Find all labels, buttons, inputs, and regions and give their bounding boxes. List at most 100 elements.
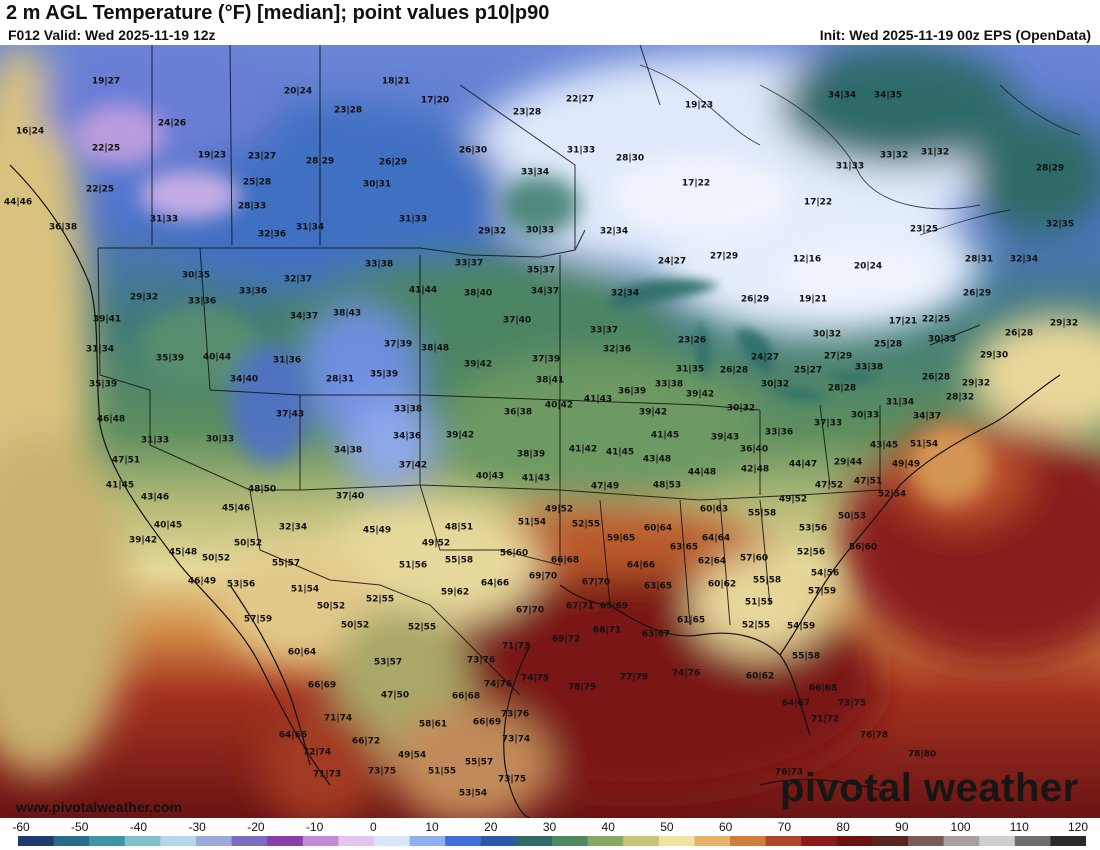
point-value: 28|30 [615, 153, 645, 164]
colorbar-segment [53, 836, 90, 846]
point-value: 32|35 [1045, 219, 1075, 230]
point-value: 33|36 [187, 296, 217, 307]
colorbar-tick-label: 0 [369, 820, 377, 834]
point-value: 24|27 [750, 352, 780, 363]
point-value: 23|28 [512, 107, 542, 118]
point-value: 23|25 [909, 224, 939, 235]
colorbar-tick-label: 70 [777, 820, 792, 834]
colorbar-tick-label: 120 [1067, 820, 1089, 834]
point-value: 63|65 [643, 581, 673, 592]
point-value: 46|48 [96, 414, 126, 425]
colorbar-segment [18, 836, 55, 846]
point-value: 67|70 [515, 605, 545, 616]
point-value: 49|52 [544, 504, 574, 515]
colorbar-segment [979, 836, 1016, 846]
chart-title: 2 m AGL Temperature (°F) [median]; point… [6, 2, 550, 24]
point-value: 71|72 [810, 714, 840, 725]
point-value: 57|60 [739, 553, 769, 564]
point-value: 40|45 [153, 520, 183, 531]
point-value: 34|40 [229, 374, 259, 385]
point-value: 44|46 [3, 197, 33, 208]
colorbar-segment [658, 836, 695, 846]
point-value: 26|29 [962, 288, 992, 299]
point-value: 29|44 [833, 457, 863, 468]
colorbar-segment [943, 836, 980, 846]
point-value: 52|55 [571, 519, 601, 530]
point-value: 49|52 [778, 494, 808, 505]
point-value: 33|34 [520, 167, 550, 178]
point-value: 53|56 [798, 523, 828, 534]
point-value: 78|80 [907, 749, 937, 760]
colorbar-tick-label: 110 [1009, 820, 1029, 834]
point-value: 37|33 [813, 418, 843, 429]
point-value: 23|27 [247, 151, 277, 162]
colorbar-tick-label: -30 [188, 820, 206, 834]
point-value: 26|28 [921, 372, 951, 383]
point-value: 23|26 [677, 335, 707, 346]
point-value: 26|29 [378, 157, 408, 168]
point-value: 26|28 [1004, 328, 1034, 339]
point-value: 74|76 [671, 668, 701, 679]
point-value: 29|32 [961, 378, 991, 389]
point-value: 48|53 [652, 480, 682, 491]
point-value: 53|57 [373, 657, 403, 668]
point-value: 37|40 [335, 491, 365, 502]
point-value: 30|32 [812, 329, 842, 340]
point-value: 59|62 [440, 587, 470, 598]
point-value: 28|29 [305, 156, 335, 167]
point-value: 30|32 [760, 379, 790, 390]
point-value: 47|49 [590, 481, 620, 492]
point-value: 51|54 [290, 584, 320, 595]
point-value: 62|64 [697, 556, 727, 567]
point-value: 51|55 [427, 766, 457, 777]
point-value: 25|27 [793, 365, 823, 376]
init-time: Init: Wed 2025-11-19 00z EPS (OpenData) [819, 27, 1091, 43]
point-value: 31|36 [272, 355, 302, 366]
colorbar-labels: -60 -50 -40 -30 -20 -10 0 10 20 30 40 50 60 70 80 90 100… [0, 820, 1100, 834]
point-value: 66|72 [351, 736, 381, 747]
point-value: 20|24 [283, 86, 313, 97]
point-value: 37|39 [383, 339, 413, 350]
point-value: 35|39 [155, 353, 185, 364]
point-value: 17|21 [888, 316, 918, 327]
point-value: 55|58 [747, 508, 777, 519]
point-value: 38|41 [535, 375, 565, 386]
colorbar-segment [445, 836, 482, 846]
point-value: 31|33 [835, 161, 865, 172]
point-value: 32|36 [602, 344, 632, 355]
point-value: 48|51 [444, 522, 474, 533]
point-value: 39|42 [128, 535, 158, 546]
point-value: 22|27 [565, 94, 595, 105]
point-value: 33|37 [454, 258, 484, 269]
point-value: 31|34 [885, 397, 915, 408]
great-lakes [612, 279, 880, 401]
colorbar [18, 836, 1086, 846]
point-value: 43|46 [140, 492, 170, 503]
point-value: 28|33 [237, 201, 267, 212]
point-value: 32|37 [283, 274, 313, 285]
point-value: 43|48 [642, 454, 672, 465]
point-value: 26|28 [719, 365, 749, 376]
point-value: 28|31 [325, 374, 355, 385]
point-value: 25|28 [873, 339, 903, 350]
point-value: 24|27 [657, 256, 687, 267]
point-value: 73|76 [466, 655, 496, 666]
point-value: 27|29 [823, 351, 853, 362]
point-value: 55|57 [464, 757, 494, 768]
point-value: 51|56 [398, 560, 428, 571]
point-value: 47|51 [853, 476, 883, 487]
point-value: 46|49 [187, 576, 217, 587]
point-value: 32|34 [1009, 254, 1039, 265]
point-value: 43|45 [869, 440, 899, 451]
colorbar-tick-label: 50 [660, 820, 674, 834]
point-value: 30|33 [205, 434, 235, 445]
political-borders [97, 45, 981, 696]
point-value: 58|61 [418, 719, 448, 730]
point-value: 57|59 [807, 586, 837, 597]
point-value: 60|64 [287, 647, 317, 658]
point-value: 20|24 [853, 261, 883, 272]
point-value: 29|32 [129, 292, 159, 303]
point-value: 64|66 [278, 730, 308, 741]
colorbar-segment [908, 836, 945, 846]
point-value: 31|34 [295, 222, 325, 233]
